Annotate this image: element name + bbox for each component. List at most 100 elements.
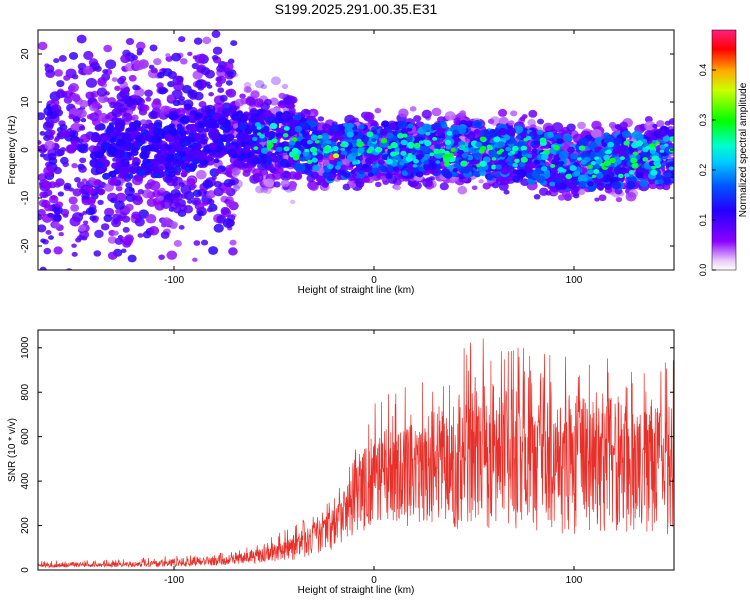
spectrogram-cell (381, 120, 390, 128)
spectrogram-cell (208, 246, 219, 255)
spectrogram-cell (38, 41, 48, 51)
spectrogram-cell (479, 136, 486, 142)
spectrogram-cell (53, 246, 63, 255)
spectrogram-cell (112, 126, 122, 135)
spectrogram-cell (131, 94, 138, 99)
spectrogram-cell (363, 112, 375, 122)
spectrogram-cell (573, 193, 580, 199)
spectrogram-cell (195, 169, 207, 180)
spectrogram-cell (180, 170, 188, 177)
spectrogram-cell (111, 77, 118, 82)
y-tick-label: 400 (20, 472, 31, 489)
spectrogram-cell (540, 166, 548, 172)
spectrogram-cell (115, 99, 125, 108)
spectrogram-cell (189, 149, 200, 159)
spectrogram-cell (294, 125, 303, 133)
spectrogram-cell (354, 167, 360, 172)
spectrogram-cell (163, 126, 170, 132)
spectrogram-cell (115, 185, 123, 192)
spectrogram-cell (69, 216, 81, 227)
spectrogram-cell (601, 169, 610, 176)
spectrogram-cell (587, 181, 594, 187)
spectrogram-cell (281, 83, 289, 90)
spectrogram-cell (662, 135, 670, 142)
spectrogram-cell (537, 118, 545, 125)
spectrogram-cell (578, 180, 587, 188)
spectrogram-cell (476, 163, 481, 168)
spectrogram-cell (536, 129, 543, 136)
spectrogram-cell (141, 104, 150, 112)
spectrogram-cell (497, 141, 505, 148)
spectrogram-cell (283, 126, 290, 131)
spectrogram-cell (474, 121, 481, 127)
spectrogram-cell (288, 184, 297, 192)
spectrogram-cell (304, 148, 309, 153)
spectrogram-cell (423, 153, 431, 160)
spectrogram-cell (637, 145, 643, 151)
spectrogram-cell (628, 170, 635, 175)
spectrogram-cell (334, 165, 341, 170)
spectrogram-cell (651, 165, 656, 170)
spectrogram-cell (514, 158, 520, 163)
spectrogram-cell (288, 140, 296, 146)
y-tick-label: 20 (20, 48, 31, 60)
spectrogram-cell (136, 169, 146, 177)
spectrogram-cell (216, 64, 225, 73)
spectrogram-cell (208, 142, 218, 151)
spectrogram-cell (662, 177, 672, 185)
spectrogram-cell (126, 173, 134, 180)
spectrogram-cell (189, 166, 196, 172)
spectrogram-cell (44, 64, 55, 74)
spectrogram-cell (214, 152, 221, 158)
spectrogram-cell (394, 185, 401, 191)
spectrogram-cell (139, 119, 147, 125)
spectrogram-cell (219, 94, 228, 102)
colorbar: 0.0 0.1 0.2 0.3 0.4 Normalized spectral ampl… (698, 29, 749, 276)
spectrogram-cell (387, 145, 393, 150)
spectrogram-cell (441, 123, 448, 129)
spectrogram-cell (102, 69, 109, 74)
spectrogram-cell (446, 130, 453, 136)
spectrogram-cell (322, 171, 330, 178)
spectrogram-cell (519, 116, 526, 122)
spectrogram-cell (374, 107, 382, 114)
spectrogram-cell (283, 146, 290, 152)
spectrogram-cell (79, 157, 87, 164)
spectrogram-cell (206, 84, 213, 89)
spectrogram-cell (332, 153, 340, 159)
spectrogram-cell (625, 191, 637, 202)
spectrogram-cell (203, 127, 210, 133)
spectrogram-cell (371, 138, 377, 143)
spectrogram-cell (119, 158, 130, 168)
spectrogram-cell (168, 148, 175, 154)
spectrogram-cell (405, 156, 413, 162)
spectrogram-cell (130, 149, 139, 156)
spectrogram-cell (340, 147, 346, 152)
spectrogram-cell (639, 179, 649, 187)
spectrogram-cell (598, 194, 607, 202)
spectrogram-cell (250, 90, 260, 99)
spectrogram-cell (505, 146, 512, 152)
spectrogram-cell (289, 103, 296, 109)
spectrogram-cell (149, 180, 161, 191)
colorbar-ticks: 0.0 0.1 0.2 0.3 0.4 (698, 64, 716, 276)
spectrogram-ylabel: Frequency (Hz) (7, 116, 18, 185)
spectrogram-cell (310, 134, 318, 141)
spectrogram-cell (445, 144, 452, 150)
spectrogram-cell (630, 157, 637, 164)
spectrogram-cell (115, 208, 122, 214)
spectrogram-cell (503, 134, 511, 141)
spectrogram-cell (567, 146, 575, 154)
spectrogram-cell (534, 167, 543, 175)
spectrogram-cell (594, 197, 600, 202)
spectrogram-cell (112, 230, 119, 236)
spectrogram-cell (288, 144, 294, 149)
spectrogram-cell (116, 138, 126, 147)
spectrogram-cell (381, 154, 389, 161)
spectrogram-cell (222, 61, 234, 72)
spectrogram-cell (474, 129, 481, 134)
spectrogram-cell (507, 152, 513, 156)
spectrogram-cell (166, 135, 175, 143)
spectrogram-cell (110, 137, 116, 142)
spectrogram-cell (423, 160, 430, 165)
